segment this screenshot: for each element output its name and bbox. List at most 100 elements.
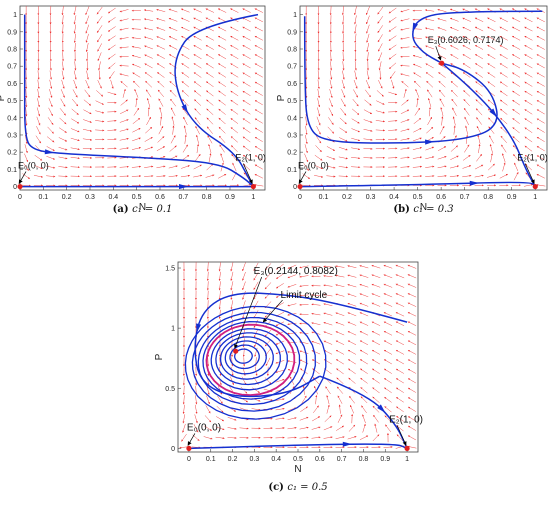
vector-arrow: [215, 416, 225, 422]
vector-arrow: [450, 145, 458, 152]
vector-arrow: [366, 24, 370, 34]
vector-arrow: [299, 284, 309, 288]
vector-arrow: [131, 27, 141, 30]
vector-arrow: [83, 99, 92, 106]
vector-arrow: [474, 174, 484, 178]
vector-arrow: [61, 70, 65, 80]
vector-arrow: [400, 165, 410, 168]
orbit: [215, 332, 281, 386]
vector-arrow: [24, 134, 28, 145]
vector-arrow: [254, 155, 263, 161]
vector-arrow: [462, 72, 471, 78]
vector-arrow: [205, 44, 214, 50]
vector-arrow: [323, 340, 333, 345]
vector-arrow: [359, 340, 369, 346]
vector-arrow: [371, 349, 381, 355]
vector-arrow: [49, 79, 53, 89]
vector-arrow: [218, 262, 221, 272]
vector-arrow: [327, 126, 335, 134]
vector-arrow: [242, 63, 251, 69]
vector-arrow: [395, 302, 405, 307]
vector-arrow: [425, 18, 435, 21]
vector-arrow: [511, 184, 521, 187]
point-pointer: [396, 425, 407, 446]
vector-arrow: [363, 147, 373, 150]
vector-arrow: [132, 137, 141, 142]
vector-arrow: [371, 283, 381, 288]
y-tick-label: 1: [171, 326, 175, 333]
vector-arrow: [208, 153, 212, 163]
vector-arrow: [347, 284, 357, 288]
vector-arrow: [412, 45, 422, 49]
vector-arrow: [323, 312, 333, 316]
vector-arrow: [388, 138, 398, 141]
vector-arrow: [359, 265, 369, 269]
vector-arrow: [242, 109, 251, 115]
vector-arrow: [425, 45, 434, 50]
vector-arrow: [182, 395, 185, 405]
vector-arrow: [36, 126, 41, 135]
vector-arrow: [412, 137, 422, 142]
vector-arrow: [230, 54, 239, 60]
vector-arrow: [400, 109, 410, 114]
vector-arrow: [107, 128, 117, 131]
orbit: [234, 348, 253, 364]
vector-arrow: [501, 153, 506, 163]
vector-arrow: [218, 300, 221, 310]
vector-arrow: [131, 36, 141, 40]
vector-arrow: [61, 15, 64, 25]
vector-arrow: [37, 88, 40, 99]
vector-arrow: [371, 274, 381, 278]
vector-arrow: [388, 17, 397, 23]
vector-arrow: [383, 321, 393, 326]
equilibrium-label: E₀(0, 0): [18, 161, 49, 171]
vector-arrow: [499, 26, 508, 32]
vector-arrow: [354, 70, 358, 80]
vector-arrow: [475, 72, 483, 78]
vector-arrow: [217, 17, 227, 23]
equilibrium-label: E₀(0, 0): [187, 422, 221, 433]
vector-arrow: [86, 70, 89, 80]
vector-arrow: [241, 376, 247, 385]
vector-arrow: [73, 42, 76, 53]
vector-arrow: [302, 173, 310, 180]
vector-arrow: [193, 44, 202, 50]
vector-arrow: [524, 99, 533, 106]
vector-arrow: [230, 72, 239, 78]
vector-arrow: [275, 369, 285, 373]
vector-arrow: [251, 408, 261, 411]
trajectory-arrow: [412, 22, 418, 33]
vector-arrow: [194, 108, 201, 116]
vector-arrow: [371, 302, 381, 307]
vector-arrow: [311, 312, 321, 316]
vector-arrow: [134, 89, 139, 98]
trajectory-arrow: [425, 139, 435, 145]
vector-arrow: [439, 98, 445, 107]
vector-arrow: [326, 175, 336, 178]
vector-arrow: [110, 79, 114, 89]
vector-arrow: [119, 119, 129, 123]
vector-arrow: [338, 156, 348, 160]
x-axis-label: N: [294, 464, 301, 475]
vector-arrow: [299, 294, 309, 297]
vector-arrow: [73, 6, 77, 16]
vector-arrow: [37, 70, 40, 80]
vector-arrow: [512, 127, 520, 134]
vector-arrow: [242, 145, 251, 152]
vector-arrow: [311, 416, 321, 422]
vector-arrow: [450, 81, 458, 88]
vector-arrow: [366, 52, 369, 62]
vector-arrow: [82, 147, 93, 150]
vector-arrow: [363, 109, 373, 115]
vector-arrow: [464, 116, 469, 126]
vector-arrow: [384, 378, 392, 384]
vector-arrow: [239, 427, 249, 430]
vector-arrow: [347, 312, 357, 317]
vector-arrow: [181, 26, 190, 32]
vector-arrow: [513, 154, 520, 162]
vector-arrow: [407, 435, 417, 441]
vector-arrow: [349, 396, 355, 404]
vector-arrow: [264, 263, 272, 271]
vector-arrow: [275, 407, 285, 411]
vector-arrow: [218, 72, 227, 78]
